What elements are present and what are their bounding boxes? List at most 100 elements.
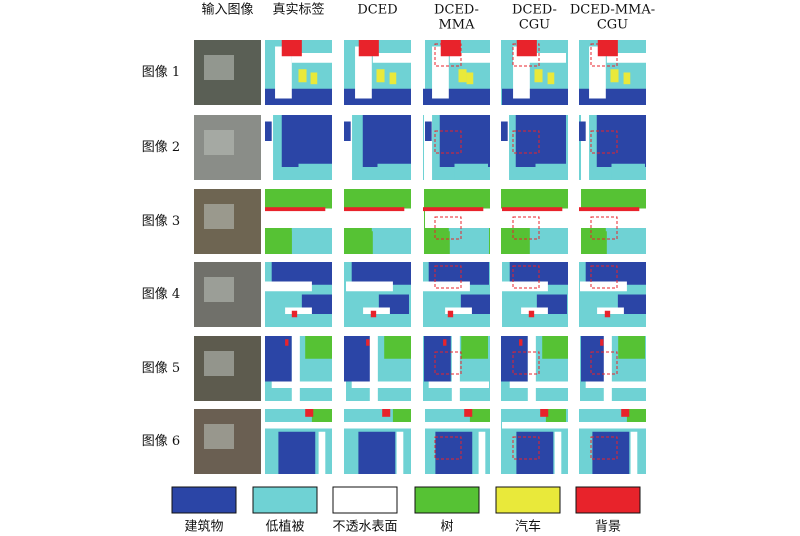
segment-region bbox=[509, 262, 568, 285]
highlight-box bbox=[512, 351, 540, 375]
segment-region bbox=[545, 409, 566, 422]
highlight-box bbox=[512, 43, 540, 67]
segment-region bbox=[502, 422, 568, 429]
input-image-detail bbox=[204, 204, 234, 229]
segment-region bbox=[525, 53, 566, 63]
segment-region bbox=[527, 336, 536, 401]
legend-swatch bbox=[332, 486, 398, 514]
segment-region bbox=[501, 115, 510, 180]
segment-region bbox=[579, 208, 646, 228]
segment-region bbox=[443, 339, 447, 346]
row-label: 图像 6 bbox=[142, 434, 180, 449]
highlight-box bbox=[434, 130, 462, 154]
segment-region bbox=[445, 307, 472, 314]
segment-region bbox=[521, 307, 548, 314]
segment-region bbox=[298, 69, 307, 83]
segment-region bbox=[370, 310, 377, 318]
segment-region bbox=[449, 53, 490, 63]
legend-label: 背景 bbox=[595, 520, 621, 535]
segment-region bbox=[305, 409, 314, 417]
segment-region bbox=[265, 281, 312, 292]
segment-region bbox=[376, 69, 385, 83]
row-label: 图像 4 bbox=[142, 287, 180, 302]
segment-region bbox=[439, 115, 490, 167]
segment-region bbox=[547, 72, 555, 85]
segment-region bbox=[424, 336, 451, 382]
segment-region bbox=[605, 228, 646, 254]
segment-region bbox=[428, 381, 489, 388]
segment-region bbox=[369, 336, 378, 401]
input-image-detail bbox=[204, 130, 234, 155]
highlight-box bbox=[590, 216, 618, 240]
segment-region bbox=[589, 46, 606, 99]
column-header: CGU bbox=[597, 18, 628, 33]
segment-region bbox=[346, 281, 393, 292]
segment-region bbox=[271, 381, 332, 388]
segment-region bbox=[358, 431, 396, 474]
segment-region bbox=[436, 231, 450, 254]
segment-region bbox=[271, 262, 332, 285]
highlight-box bbox=[590, 130, 618, 154]
input-image-detail bbox=[204, 277, 234, 302]
segment-region bbox=[501, 336, 528, 382]
row-label: 图像 5 bbox=[142, 361, 180, 376]
segment-region bbox=[298, 163, 332, 180]
column-header: DCED bbox=[357, 3, 397, 18]
segment-region bbox=[291, 53, 332, 63]
segment-region bbox=[516, 40, 537, 57]
segment-region bbox=[362, 115, 411, 167]
segment-region bbox=[428, 262, 489, 285]
segment-region bbox=[382, 409, 391, 417]
segment-region bbox=[513, 46, 530, 99]
segment-region bbox=[425, 121, 432, 141]
column-header: CGU bbox=[519, 18, 550, 33]
segment-region bbox=[610, 69, 619, 83]
segment-region bbox=[597, 307, 624, 314]
segment-region bbox=[310, 72, 318, 85]
segment-region bbox=[540, 409, 549, 417]
segment-region bbox=[281, 40, 302, 57]
segment-region bbox=[534, 69, 543, 83]
highlight-box bbox=[590, 436, 618, 460]
segment-region bbox=[621, 409, 630, 417]
legend-label: 汽车 bbox=[515, 519, 541, 535]
row-label: 图像 2 bbox=[142, 140, 180, 155]
legend-label: 不透水表面 bbox=[332, 520, 397, 535]
segment-region bbox=[311, 409, 332, 422]
row-label: 图像 1 bbox=[142, 65, 180, 80]
input-image-detail bbox=[204, 424, 234, 449]
highlight-box bbox=[590, 43, 618, 67]
segment-region bbox=[447, 310, 454, 318]
highlight-box bbox=[590, 351, 618, 375]
segment-region bbox=[516, 431, 554, 474]
highlight-box bbox=[512, 216, 540, 240]
segment-region bbox=[626, 409, 646, 422]
segment-region bbox=[351, 381, 411, 388]
legend-swatch bbox=[414, 486, 480, 514]
segment-region bbox=[596, 115, 646, 167]
segment-region bbox=[291, 228, 332, 254]
segment-region bbox=[535, 163, 568, 180]
segment-region bbox=[425, 208, 490, 228]
highlight-box bbox=[434, 43, 462, 67]
column-header: 输入图像 bbox=[201, 2, 253, 18]
segment-region bbox=[579, 422, 646, 429]
segment-region bbox=[278, 431, 316, 474]
segment-region bbox=[592, 431, 630, 474]
segment-region bbox=[458, 69, 467, 83]
highlight-box bbox=[434, 216, 462, 240]
segment-region bbox=[377, 163, 411, 180]
segment-region bbox=[585, 262, 646, 285]
segment-region bbox=[366, 339, 370, 346]
segment-region bbox=[285, 307, 312, 314]
segment-region bbox=[603, 336, 612, 401]
column-header: 真实标签 bbox=[272, 2, 324, 18]
segment-region bbox=[351, 262, 411, 285]
input-image-detail bbox=[204, 351, 234, 376]
segment-region bbox=[461, 336, 488, 359]
column-header: DCED- bbox=[512, 3, 557, 18]
column-header: DCED-MMA- bbox=[570, 3, 655, 18]
legend-swatch bbox=[171, 486, 237, 514]
segment-region bbox=[424, 115, 433, 180]
segment-region bbox=[597, 40, 618, 57]
